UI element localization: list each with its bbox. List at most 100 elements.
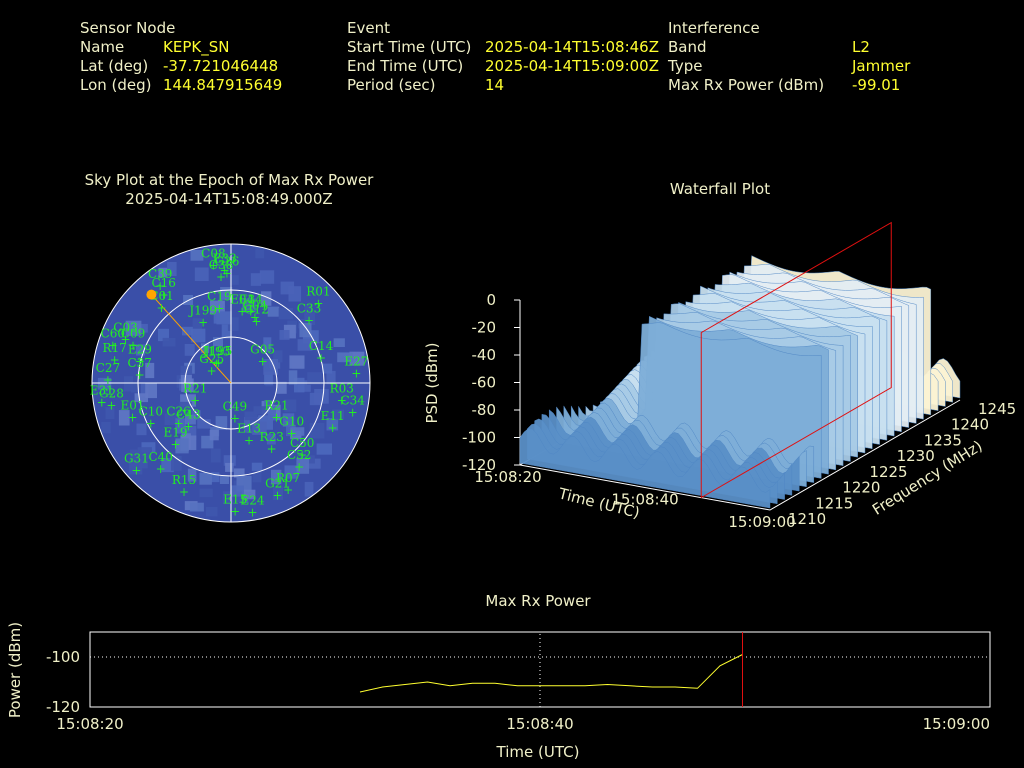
psd-tick-label: -40 xyxy=(472,346,497,364)
sky-tile xyxy=(290,427,305,436)
sky-tile xyxy=(197,419,211,429)
satellite-marker: + xyxy=(183,420,193,434)
satellite-marker: + xyxy=(128,338,138,352)
sky-tile xyxy=(267,406,276,421)
sky-tile xyxy=(294,377,305,393)
sky-plot-title: Sky Plot at the Epoch of Max Rx Power xyxy=(84,171,374,189)
satellite-label: J199 xyxy=(187,303,217,317)
satellite-label: C60 xyxy=(101,327,125,341)
satellite-label: E01 xyxy=(120,398,144,412)
sky-tile xyxy=(252,471,262,483)
name-value: KEPK_SN xyxy=(163,38,230,56)
interference-heading: Interference xyxy=(668,19,760,37)
sky-tile xyxy=(229,275,239,285)
end-time-value: 2025-04-14T15:09:00Z xyxy=(485,57,659,75)
sky-tile xyxy=(180,373,192,383)
satellite-label: E13 xyxy=(237,421,261,435)
satellite-marker: + xyxy=(313,297,323,311)
sky-tile xyxy=(332,409,344,420)
sky-tile xyxy=(97,377,112,390)
satellite-label: C27 xyxy=(96,361,120,375)
sky-tile xyxy=(299,323,312,338)
satellite-marker: + xyxy=(179,485,189,499)
satellite-label: G10 xyxy=(279,415,304,429)
satellite-marker: + xyxy=(216,270,226,284)
chart-frame xyxy=(89,631,991,708)
satellite-label: E33 xyxy=(213,252,237,266)
max-power-label: Max Rx Power (dBm) xyxy=(668,76,825,94)
satellite-marker: + xyxy=(250,311,260,325)
satellite-marker: + xyxy=(198,315,208,329)
satellite-marker: + xyxy=(230,504,240,518)
sky-tile xyxy=(223,491,233,505)
satellite-marker: + xyxy=(131,463,141,477)
satellite-marker: + xyxy=(213,356,223,370)
sky-tile xyxy=(184,344,195,356)
satellite-label: C38 xyxy=(209,258,233,272)
satellite-marker: + xyxy=(146,416,156,430)
band-label: Band xyxy=(668,38,707,56)
satellite-label: J193 xyxy=(201,345,231,359)
sky-tile xyxy=(263,359,278,375)
sky-tile xyxy=(199,488,213,498)
time-tick-label: 15:08:20 xyxy=(56,715,123,733)
satellite-label: G26 xyxy=(214,255,239,269)
sky-tile xyxy=(284,465,299,479)
type-label: Type xyxy=(668,57,703,75)
sky-tile xyxy=(145,362,155,379)
sky-tile xyxy=(136,423,147,436)
satellite-marker: + xyxy=(337,394,347,408)
sky-tile xyxy=(180,365,193,375)
sky-tile xyxy=(242,298,256,313)
satellite-label: C10 xyxy=(139,404,163,418)
sensor-heading: Sensor Node xyxy=(80,19,176,37)
sky-tile xyxy=(337,352,353,363)
satellite-marker: + xyxy=(258,355,268,369)
satellite-marker: + xyxy=(120,333,130,347)
satellite-label: E15 xyxy=(223,492,247,506)
sky-tile xyxy=(297,339,313,351)
satellite-label: R07 xyxy=(276,471,300,485)
psd-axis-label: PSD (dBm) xyxy=(423,342,441,423)
max-power-chart-title: Max Rx Power xyxy=(485,592,591,610)
satellite-label: R15 xyxy=(172,473,196,487)
sky-tile xyxy=(158,328,169,342)
satellite-label: C03 xyxy=(113,321,137,335)
psd-tick-label: 0 xyxy=(486,291,496,309)
sky-tile xyxy=(101,421,111,434)
satellite-layer: C08+E33+G26+C38+R01+C33+C39+C16+ C19+E04+… xyxy=(90,247,369,520)
satellite-marker: + xyxy=(135,354,145,368)
satellite-label: E29 xyxy=(128,342,152,356)
sky-tile xyxy=(316,443,332,455)
max-power-line xyxy=(359,654,743,693)
time-marker-plane xyxy=(700,221,892,499)
satellite-marker: + xyxy=(283,483,293,497)
sky-tile xyxy=(273,350,283,363)
satellite-label: G31 xyxy=(124,451,149,465)
end-time-label: End Time (UTC) xyxy=(347,57,464,75)
time-tick-label: 15:08:40 xyxy=(611,491,678,509)
satellite-label: C40 xyxy=(148,450,172,464)
sky-tile xyxy=(278,308,293,320)
satellite-marker: + xyxy=(103,373,113,387)
frequency-tick-label: 1210 xyxy=(788,510,826,528)
satellite-label: G28 xyxy=(99,387,124,401)
sky-tile xyxy=(266,433,276,445)
sky-tile xyxy=(253,406,268,415)
psd-slice xyxy=(519,428,771,509)
sky-tile xyxy=(175,418,186,434)
sky-tile xyxy=(279,330,290,340)
satellite-label: G12 xyxy=(244,302,269,316)
sky-tile xyxy=(267,306,280,317)
satellite-label: E04 xyxy=(230,293,254,307)
waterfall-surface xyxy=(519,221,961,509)
sky-tile xyxy=(264,371,273,385)
satellite-marker: + xyxy=(297,448,307,462)
sky-tile xyxy=(272,486,284,500)
sky-tile xyxy=(161,458,174,473)
max-power-grid xyxy=(90,632,990,707)
satellite-marker: + xyxy=(135,368,145,382)
sky-tile xyxy=(175,438,189,454)
